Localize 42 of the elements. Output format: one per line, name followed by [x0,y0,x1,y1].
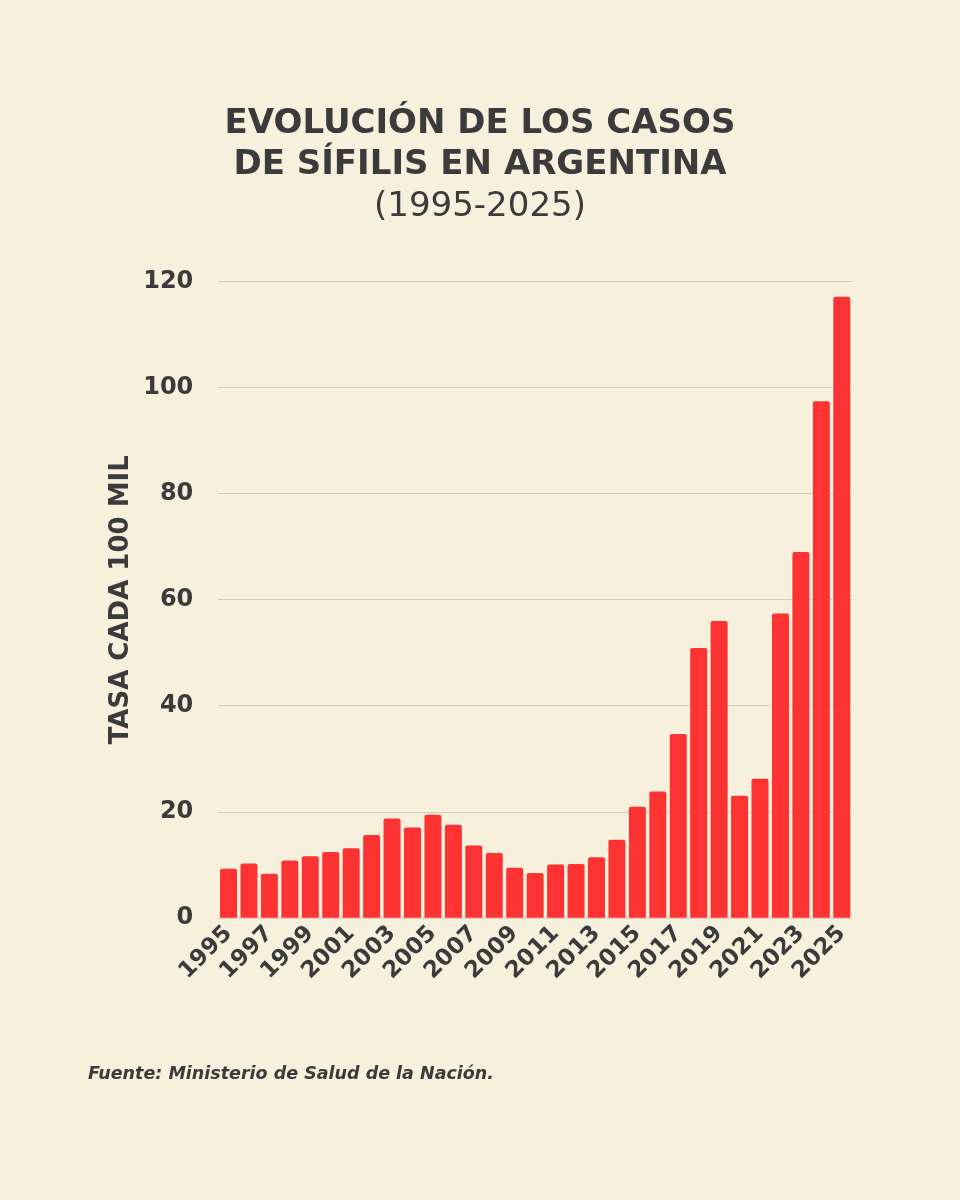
y-tick-label: 120 [143,265,194,294]
bar [751,778,769,918]
y-tick-label: 100 [143,371,194,400]
bar [567,864,585,918]
bar [690,648,708,918]
bar [444,824,462,918]
bar [404,827,421,918]
bar [710,621,728,918]
bar [833,296,851,918]
bar [587,857,605,918]
bar [628,806,646,918]
bar [771,613,789,918]
bar [220,868,237,918]
bar [792,552,810,918]
bar [301,856,319,918]
bar [547,864,565,918]
bar [465,845,483,918]
bar [812,401,830,918]
bar [363,834,381,918]
y-tick-label: 0 [176,902,194,931]
bar [608,839,626,918]
bar [731,795,749,918]
bar [506,867,524,918]
bar [342,848,360,918]
bar [649,791,667,918]
bar [260,873,278,918]
source-note: Fuente: Ministerio de Salud de la Nación. [88,1063,494,1083]
bar [526,873,544,918]
y-tick-label: 80 [159,477,194,506]
chart-subtitle: (1995-2025) [373,184,587,225]
y-axis-title: TASA CADA 100 MIL [104,455,135,745]
bar [485,852,503,918]
bar [424,814,442,918]
bar [383,818,401,918]
y-tick-label: 40 [159,690,194,719]
bar [322,851,340,918]
bar [669,734,687,918]
chart-title: EVOLUCIÓN DE LOS CASOS DE SÍFILIS EN ARGENTINA [223,101,737,183]
y-tick-label: 60 [159,584,194,613]
bar [281,860,299,918]
bar [240,863,258,918]
y-tick-label: 20 [159,796,194,825]
